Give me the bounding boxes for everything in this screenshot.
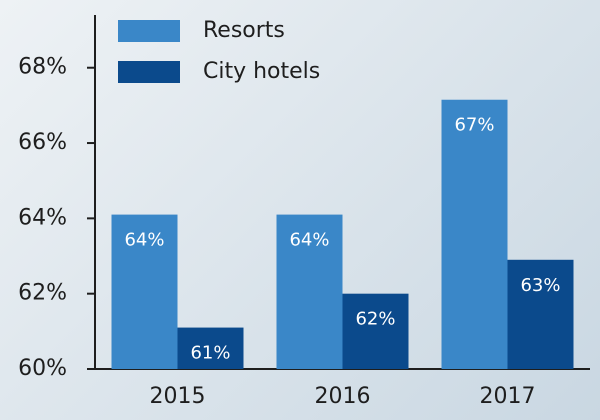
bar	[342, 293, 409, 369]
bar	[111, 214, 178, 369]
bar	[441, 99, 508, 369]
x-tick-label: 2017	[480, 384, 536, 409]
y-tick-label: 68%	[18, 55, 67, 80]
y-tick-label: 64%	[18, 205, 67, 230]
y-tick-label: 62%	[18, 281, 67, 306]
value-label: 61%	[190, 343, 230, 364]
legend-label: City hotels	[203, 59, 320, 84]
legend-label: Resorts	[203, 18, 285, 43]
bar	[507, 259, 574, 369]
y-tick-label: 66%	[18, 130, 67, 155]
x-tick-label: 2015	[150, 384, 206, 409]
x-tick-label: 2016	[315, 384, 371, 409]
value-label: 64%	[124, 230, 164, 251]
value-label: 67%	[454, 115, 494, 136]
y-tick-label: 60%	[18, 356, 67, 381]
value-label: 64%	[289, 230, 329, 251]
legend-swatch	[118, 20, 180, 42]
value-label: 62%	[355, 309, 395, 330]
bar	[177, 327, 244, 369]
bar	[276, 214, 343, 369]
legend-swatch	[118, 61, 180, 83]
value-label: 63%	[520, 275, 560, 296]
